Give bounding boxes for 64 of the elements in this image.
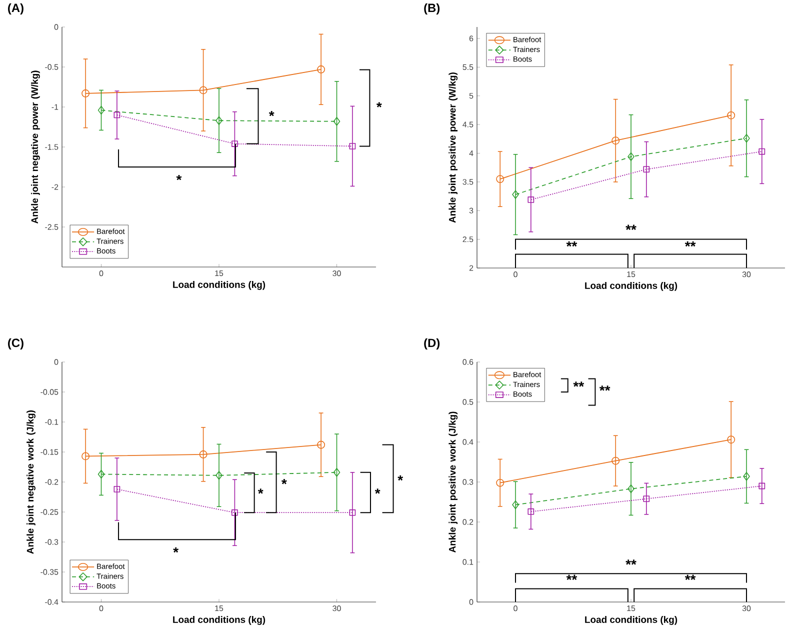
point bbox=[317, 440, 326, 449]
point bbox=[612, 136, 620, 145]
point bbox=[98, 106, 105, 115]
point bbox=[512, 190, 519, 199]
annotation: ** bbox=[684, 241, 696, 247]
annotation: * bbox=[173, 547, 179, 553]
x-axis-title: Load conditions (kg) bbox=[173, 616, 266, 625]
chart-title: (C) bbox=[8, 338, 24, 350]
y-axis-title: Ankle joint positive power (W/kg) bbox=[448, 72, 458, 223]
x-axis-title: Load conditions (kg) bbox=[173, 281, 266, 290]
annotation: ** bbox=[626, 224, 636, 230]
annotation: ** bbox=[566, 241, 578, 247]
point bbox=[232, 140, 238, 147]
point bbox=[114, 112, 120, 118]
point bbox=[743, 134, 750, 143]
point bbox=[199, 86, 208, 94]
point bbox=[628, 484, 634, 494]
point bbox=[349, 509, 356, 516]
point bbox=[216, 471, 222, 480]
point bbox=[82, 89, 90, 98]
point bbox=[612, 456, 620, 465]
point bbox=[82, 452, 90, 460]
y-axis-title: Ankle joint positive work (J/kg) bbox=[448, 412, 458, 552]
point bbox=[317, 65, 326, 74]
point bbox=[333, 468, 340, 477]
annotation: * bbox=[176, 175, 182, 180]
chart-title: (D) bbox=[424, 338, 440, 350]
point bbox=[496, 175, 504, 184]
point bbox=[528, 508, 534, 515]
point bbox=[114, 486, 120, 492]
point bbox=[512, 500, 519, 510]
point bbox=[98, 470, 105, 479]
point bbox=[628, 152, 634, 162]
point bbox=[643, 496, 650, 502]
annotation: * bbox=[374, 488, 380, 494]
point bbox=[232, 509, 238, 516]
annotation: ** bbox=[566, 574, 578, 580]
annotation: ** bbox=[573, 382, 584, 387]
annotation: * bbox=[281, 479, 287, 484]
point bbox=[199, 450, 208, 458]
point bbox=[727, 436, 736, 444]
point bbox=[216, 116, 222, 125]
point bbox=[528, 196, 534, 203]
point bbox=[643, 166, 650, 172]
x-axis-title: Load conditions (kg) bbox=[585, 616, 678, 625]
text: * bbox=[376, 102, 382, 108]
point bbox=[727, 111, 736, 120]
chart-title: (B) bbox=[424, 3, 440, 15]
y-axis-title: Ankle joint negative work (J/kg) bbox=[26, 410, 36, 554]
chart-title: (A) bbox=[8, 3, 24, 15]
point bbox=[496, 478, 504, 487]
point bbox=[349, 143, 356, 150]
y-axis-title: Ankle joint negative power (W/kg) bbox=[31, 70, 40, 224]
annotation: * bbox=[258, 488, 264, 494]
point bbox=[758, 148, 766, 155]
text: * bbox=[398, 475, 404, 481]
annotation: ** bbox=[626, 560, 636, 565]
annotation: ** bbox=[684, 574, 696, 580]
annotation: ** bbox=[599, 386, 610, 391]
annotation: * bbox=[268, 111, 274, 116]
point bbox=[333, 117, 340, 126]
point bbox=[758, 482, 766, 490]
point bbox=[743, 472, 750, 481]
x-axis-title: Load conditions (kg) bbox=[585, 282, 678, 291]
